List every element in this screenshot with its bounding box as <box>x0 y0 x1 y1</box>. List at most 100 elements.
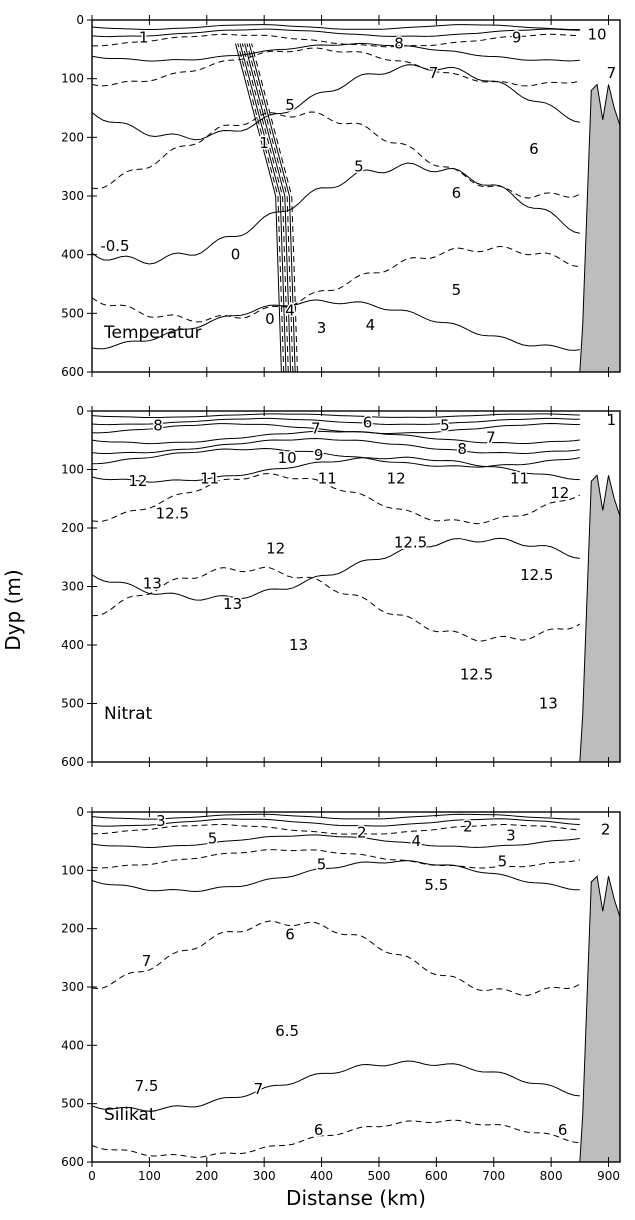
contour-label-temperatur-8: 6 <box>529 140 539 158</box>
contour-label-nitrat-9: 12 <box>128 472 147 490</box>
contour-label-nitrat-7: 10 <box>278 449 297 467</box>
front-line-temperatur-0 <box>234 43 282 373</box>
contour-label-temperatur-0: 1 <box>139 29 149 47</box>
y-tick-label-nitrat-2: 200 <box>61 521 84 535</box>
y-tick-label-nitrat-4: 400 <box>61 638 84 652</box>
y-tick-label-silikat-6: 600 <box>61 1155 84 1169</box>
y-tick-label-silikat-4: 400 <box>61 1038 84 1052</box>
contour-label-silikat-12: 6.5 <box>275 1022 299 1040</box>
isoline-nitrat-5 <box>91 448 580 468</box>
contour-label-nitrat-0: 8 <box>153 417 163 435</box>
contour-label-silikat-3: 4 <box>411 832 421 850</box>
contour-label-nitrat-5: 8 <box>457 440 467 458</box>
contour-label-temperatur-10: 6 <box>452 184 462 202</box>
y-tick-label-nitrat-0: 0 <box>76 404 84 418</box>
contour-label-temperatur-3: 10 <box>587 26 606 44</box>
x-tick-label-2: 200 <box>195 1169 218 1183</box>
land-area-nitrat <box>579 411 621 763</box>
isoline-temperatur-8 <box>91 245 580 323</box>
y-tick-label-temperatur-3: 300 <box>61 189 84 203</box>
isoline-nitrat-1 <box>91 417 580 426</box>
contour-label-silikat-5: 3 <box>506 826 516 844</box>
front-line-temperatur-6 <box>248 43 296 373</box>
contour-label-temperatur-13: 5 <box>452 281 462 299</box>
contour-label-nitrat-8: 9 <box>314 446 324 464</box>
contour-label-silikat-4: 2 <box>463 818 473 836</box>
y-tick-label-temperatur-2: 200 <box>61 130 84 144</box>
isoline-silikat-0 <box>91 813 580 820</box>
y-tick-label-nitrat-5: 500 <box>61 697 84 711</box>
contour-label-silikat-10: 6 <box>285 926 295 944</box>
contour-label-nitrat-22: 12.5 <box>460 665 493 683</box>
front-line-temperatur-4 <box>244 43 292 373</box>
y-tick-label-temperatur-0: 0 <box>76 13 84 27</box>
contour-label-temperatur-5: 7 <box>607 64 617 82</box>
y-tick-label-silikat-5: 500 <box>61 1097 84 1111</box>
contour-label-nitrat-20: 13 <box>223 595 242 613</box>
front-line-temperatur-2 <box>239 43 287 373</box>
contour-label-nitrat-4: 7 <box>486 428 496 446</box>
isoline-temperatur-6 <box>91 111 581 199</box>
contour-label-nitrat-15: 12.5 <box>156 504 189 522</box>
isoline-silikat-1 <box>91 818 580 827</box>
isoline-temperatur-9 <box>91 299 580 351</box>
contour-label-silikat-7: 5 <box>317 856 327 874</box>
isoline-nitrat-7 <box>91 473 581 525</box>
y-tick-label-silikat-0: 0 <box>76 805 84 819</box>
contour-label-silikat-6: 2 <box>601 821 611 839</box>
x-axis-title: Distanse (km) <box>286 1186 426 1210</box>
y-tick-label-nitrat-1: 100 <box>61 463 84 477</box>
y-tick-label-temperatur-4: 400 <box>61 248 84 262</box>
contour-label-nitrat-13: 11 <box>510 469 529 487</box>
x-tick-label-0: 0 <box>88 1169 96 1183</box>
x-tick-label-8: 800 <box>540 1169 563 1183</box>
contour-label-temperatur-17: 4 <box>366 316 376 334</box>
contour-label-nitrat-17: 12.5 <box>394 534 427 552</box>
contour-label-silikat-2: 2 <box>357 823 367 841</box>
isoline-silikat-6 <box>91 920 581 996</box>
front-line-temperatur-5 <box>246 43 294 373</box>
panel-name-silikat: Silikat <box>104 1105 156 1125</box>
contour-label-temperatur-6: 5 <box>285 96 295 114</box>
contour-label-nitrat-16: 12 <box>266 539 285 557</box>
contour-label-nitrat-10: 11 <box>200 469 219 487</box>
contour-label-silikat-9: 5.5 <box>424 876 448 894</box>
isoline-silikat-7 <box>91 1060 580 1112</box>
contour-label-temperatur-16: 3 <box>317 319 327 337</box>
contour-label-silikat-0: 3 <box>156 812 166 830</box>
isoline-nitrat-4 <box>91 438 580 455</box>
y-tick-label-temperatur-5: 500 <box>61 306 84 320</box>
contour-label-silikat-8: 5 <box>498 853 508 871</box>
contour-label-silikat-1: 5 <box>208 829 218 847</box>
isoline-silikat-3 <box>91 834 580 848</box>
contour-label-temperatur-2: 9 <box>512 29 522 47</box>
contour-label-temperatur-15: 4 <box>285 301 295 319</box>
isoline-silikat-8 <box>91 1119 580 1158</box>
contour-label-nitrat-18: 12.5 <box>520 566 553 584</box>
front-line-temperatur-1 <box>237 43 285 373</box>
contour-label-nitrat-12: 12 <box>387 469 406 487</box>
contour-label-nitrat-3: 5 <box>440 417 450 435</box>
contour-label-nitrat-21: 13 <box>289 636 308 654</box>
contour-label-nitrat-1: 7 <box>311 420 321 438</box>
contour-label-temperatur-12: 0 <box>231 246 241 264</box>
contour-label-temperatur-9: 5 <box>354 158 364 176</box>
plot-frame-temperatur <box>91 19 621 373</box>
y-tick-label-silikat-2: 200 <box>61 922 84 936</box>
x-tick-label-9: 900 <box>597 1169 620 1183</box>
isoline-temperatur-1 <box>91 28 580 38</box>
isoline-temperatur-7 <box>91 162 580 265</box>
x-tick-label-5: 500 <box>368 1169 391 1183</box>
x-tick-label-3: 300 <box>253 1169 276 1183</box>
y-tick-label-nitrat-6: 600 <box>61 755 84 769</box>
isoline-temperatur-5 <box>91 64 580 141</box>
front-line-temperatur-3 <box>241 43 289 373</box>
x-tick-label-7: 700 <box>482 1169 505 1183</box>
contour-label-nitrat-19: 13 <box>143 575 162 593</box>
isoline-silikat-5 <box>91 860 580 892</box>
y-axis-title: Dyp (m) <box>1 569 25 650</box>
contour-label-silikat-14: 7 <box>254 1080 264 1098</box>
y-tick-label-silikat-1: 100 <box>61 863 84 877</box>
isoline-nitrat-0 <box>91 413 580 419</box>
contour-label-temperatur-14: 0 <box>265 310 275 328</box>
